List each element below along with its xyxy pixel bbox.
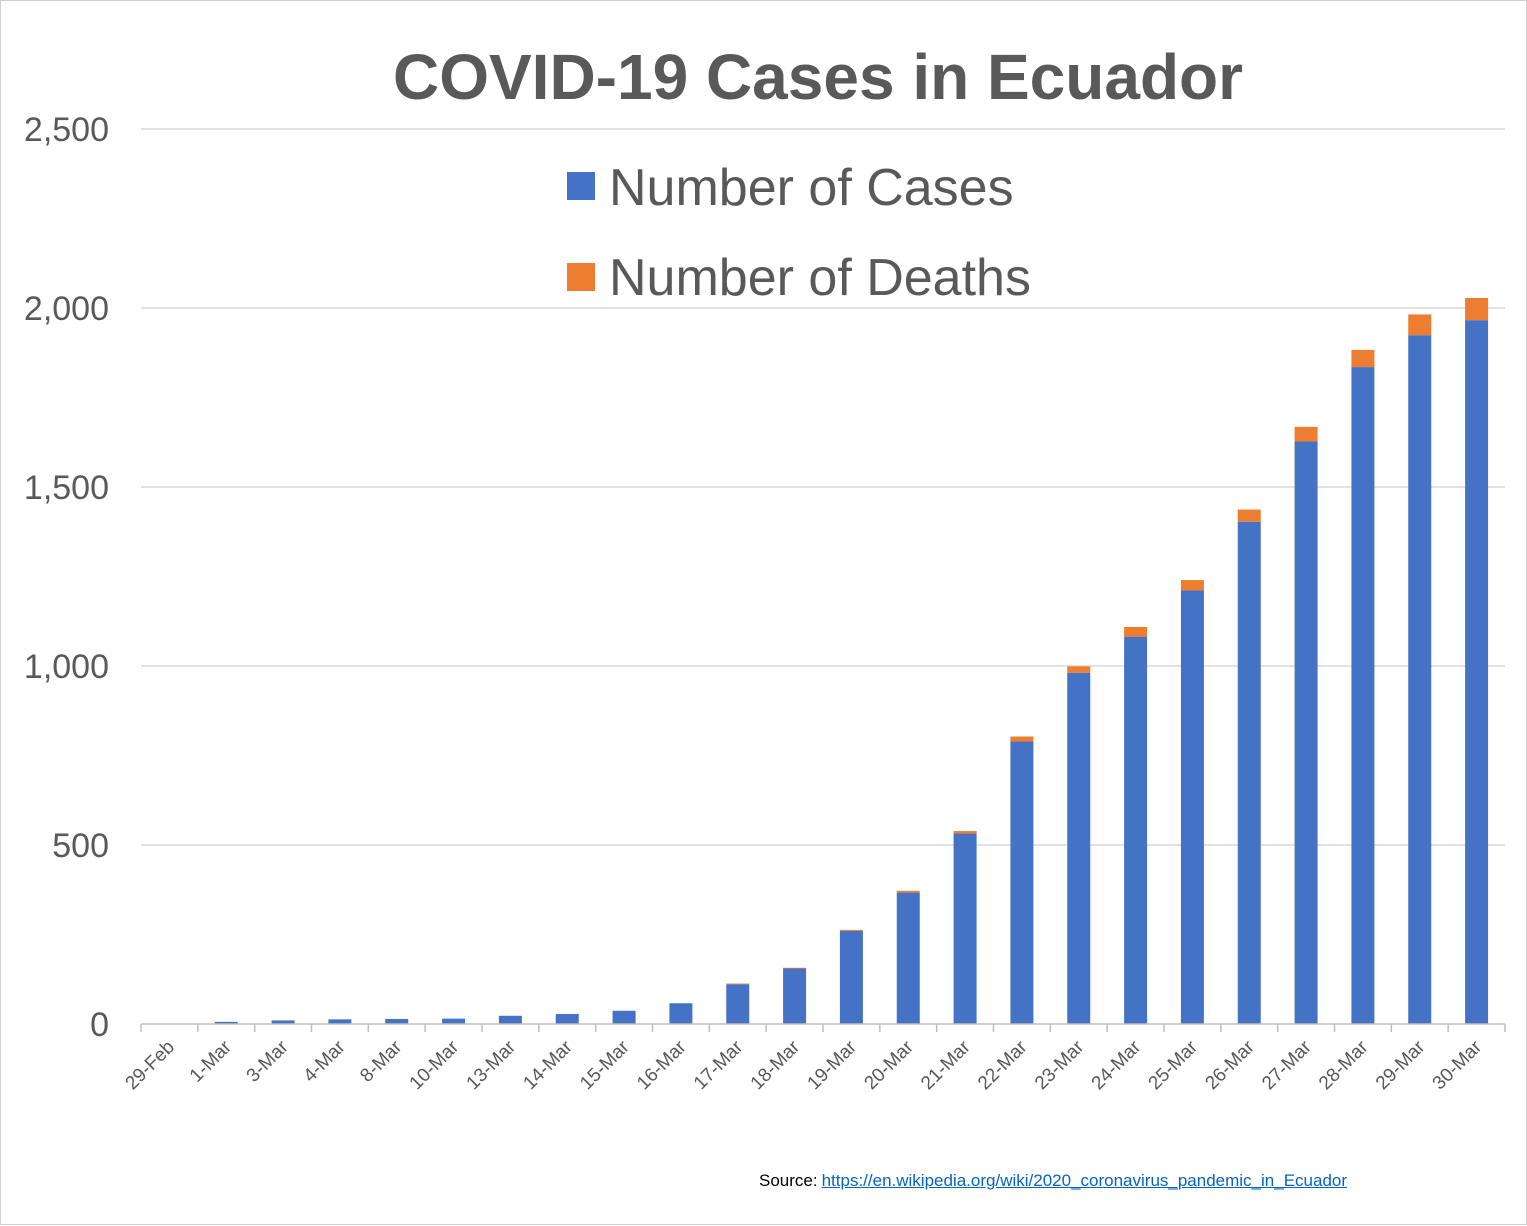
bar-cases bbox=[669, 1003, 692, 1024]
bar-deaths bbox=[1238, 510, 1261, 522]
x-tick-label: 30-Mar bbox=[1429, 1036, 1487, 1094]
bar-cases bbox=[1238, 522, 1261, 1024]
bar-cases bbox=[613, 1011, 636, 1024]
bar-cases bbox=[1408, 335, 1431, 1024]
x-tick-label: 14-Mar bbox=[519, 1036, 577, 1094]
bar-deaths bbox=[783, 968, 806, 969]
bar-cases bbox=[783, 969, 806, 1024]
source-label: Source: bbox=[759, 1171, 818, 1190]
legend-label-cases: Number of Cases bbox=[609, 159, 1014, 217]
bar-cases bbox=[499, 1016, 522, 1024]
y-tick-label: 2,500 bbox=[24, 111, 109, 149]
x-tick-label: 13-Mar bbox=[463, 1036, 521, 1094]
x-tick-label: 3-Mar bbox=[243, 1036, 293, 1086]
x-tick-label: 24-Mar bbox=[1088, 1036, 1146, 1094]
x-tick-label: 10-Mar bbox=[406, 1036, 464, 1094]
bar-cases bbox=[385, 1019, 408, 1024]
legend-swatch-cases bbox=[567, 172, 595, 200]
bar-deaths bbox=[726, 984, 749, 985]
bar-cases bbox=[556, 1014, 579, 1024]
bar-cases bbox=[442, 1019, 465, 1024]
chart-title: COVID-19 Cases in Ecuador bbox=[393, 41, 1243, 113]
bar-cases bbox=[1010, 742, 1033, 1024]
x-tick-label: 18-Mar bbox=[747, 1036, 805, 1094]
bar-cases bbox=[897, 893, 920, 1024]
x-tick-label: 15-Mar bbox=[576, 1036, 634, 1094]
y-tick-label: 0 bbox=[90, 1006, 109, 1044]
x-tick-label: 27-Mar bbox=[1258, 1036, 1316, 1094]
bar-cases bbox=[726, 984, 749, 1024]
bar-deaths bbox=[897, 891, 920, 893]
legend-item-cases: Number of Cases bbox=[567, 159, 1014, 217]
bar-deaths bbox=[1067, 666, 1090, 672]
legend-item-deaths: Number of Deaths bbox=[567, 249, 1031, 307]
x-tick-label: 29-Feb bbox=[122, 1037, 179, 1094]
x-tick-label: 21-Mar bbox=[917, 1036, 975, 1094]
x-tick-label: 1-Mar bbox=[186, 1036, 236, 1086]
x-tick-label: 23-Mar bbox=[1031, 1036, 1089, 1094]
x-tick-label: 29-Mar bbox=[1372, 1036, 1430, 1094]
y-tick-label: 1,500 bbox=[24, 469, 109, 507]
bar-deaths bbox=[1124, 627, 1147, 637]
bar-deaths bbox=[1295, 427, 1318, 442]
x-tick-label: 22-Mar bbox=[974, 1036, 1032, 1094]
bar-cases bbox=[1124, 637, 1147, 1024]
bar-deaths bbox=[1010, 737, 1033, 742]
x-tick-label: 26-Mar bbox=[1201, 1036, 1259, 1094]
x-tick-label: 16-Mar bbox=[633, 1036, 691, 1094]
x-tick-label: 17-Mar bbox=[690, 1036, 748, 1094]
source-link[interactable]: https://en.wikipedia.org/wiki/2020_coron… bbox=[822, 1171, 1347, 1190]
bar-deaths bbox=[1465, 298, 1488, 320]
bar-cases bbox=[1351, 367, 1374, 1024]
y-tick-label: 2,000 bbox=[24, 290, 109, 328]
legend: Number of Cases Number of Deaths bbox=[567, 159, 1031, 307]
bar-cases bbox=[1067, 673, 1090, 1024]
bar-cases bbox=[954, 834, 977, 1024]
bar-deaths bbox=[1181, 580, 1204, 590]
bar-deaths bbox=[1408, 314, 1431, 335]
bar-cases bbox=[1295, 442, 1318, 1024]
x-tick-label: 8-Mar bbox=[356, 1036, 406, 1086]
source-note: Source:https://en.wikipedia.org/wiki/202… bbox=[759, 1171, 1347, 1191]
legend-label-deaths: Number of Deaths bbox=[609, 249, 1031, 307]
x-axis bbox=[141, 1024, 1505, 1032]
bar-deaths bbox=[1351, 350, 1374, 367]
x-tick-label: 28-Mar bbox=[1315, 1036, 1373, 1094]
bars bbox=[158, 298, 1488, 1024]
y-axis-tick-labels: 0 500 1,000 1,500 2,000 2,500 bbox=[24, 111, 109, 1044]
x-tick-label: 20-Mar bbox=[860, 1036, 918, 1094]
x-tick-label: 25-Mar bbox=[1145, 1036, 1203, 1094]
bar-deaths bbox=[840, 930, 863, 931]
bar-cases bbox=[1465, 320, 1488, 1024]
y-tick-label: 500 bbox=[52, 827, 109, 865]
x-tick-label: 19-Mar bbox=[804, 1036, 862, 1094]
bar-cases bbox=[1181, 590, 1204, 1024]
bar-deaths bbox=[954, 831, 977, 834]
legend-swatch-deaths bbox=[567, 263, 595, 291]
x-tick-label: 4-Mar bbox=[300, 1036, 350, 1086]
y-tick-label: 1,000 bbox=[24, 648, 109, 686]
bar-cases bbox=[840, 931, 863, 1024]
